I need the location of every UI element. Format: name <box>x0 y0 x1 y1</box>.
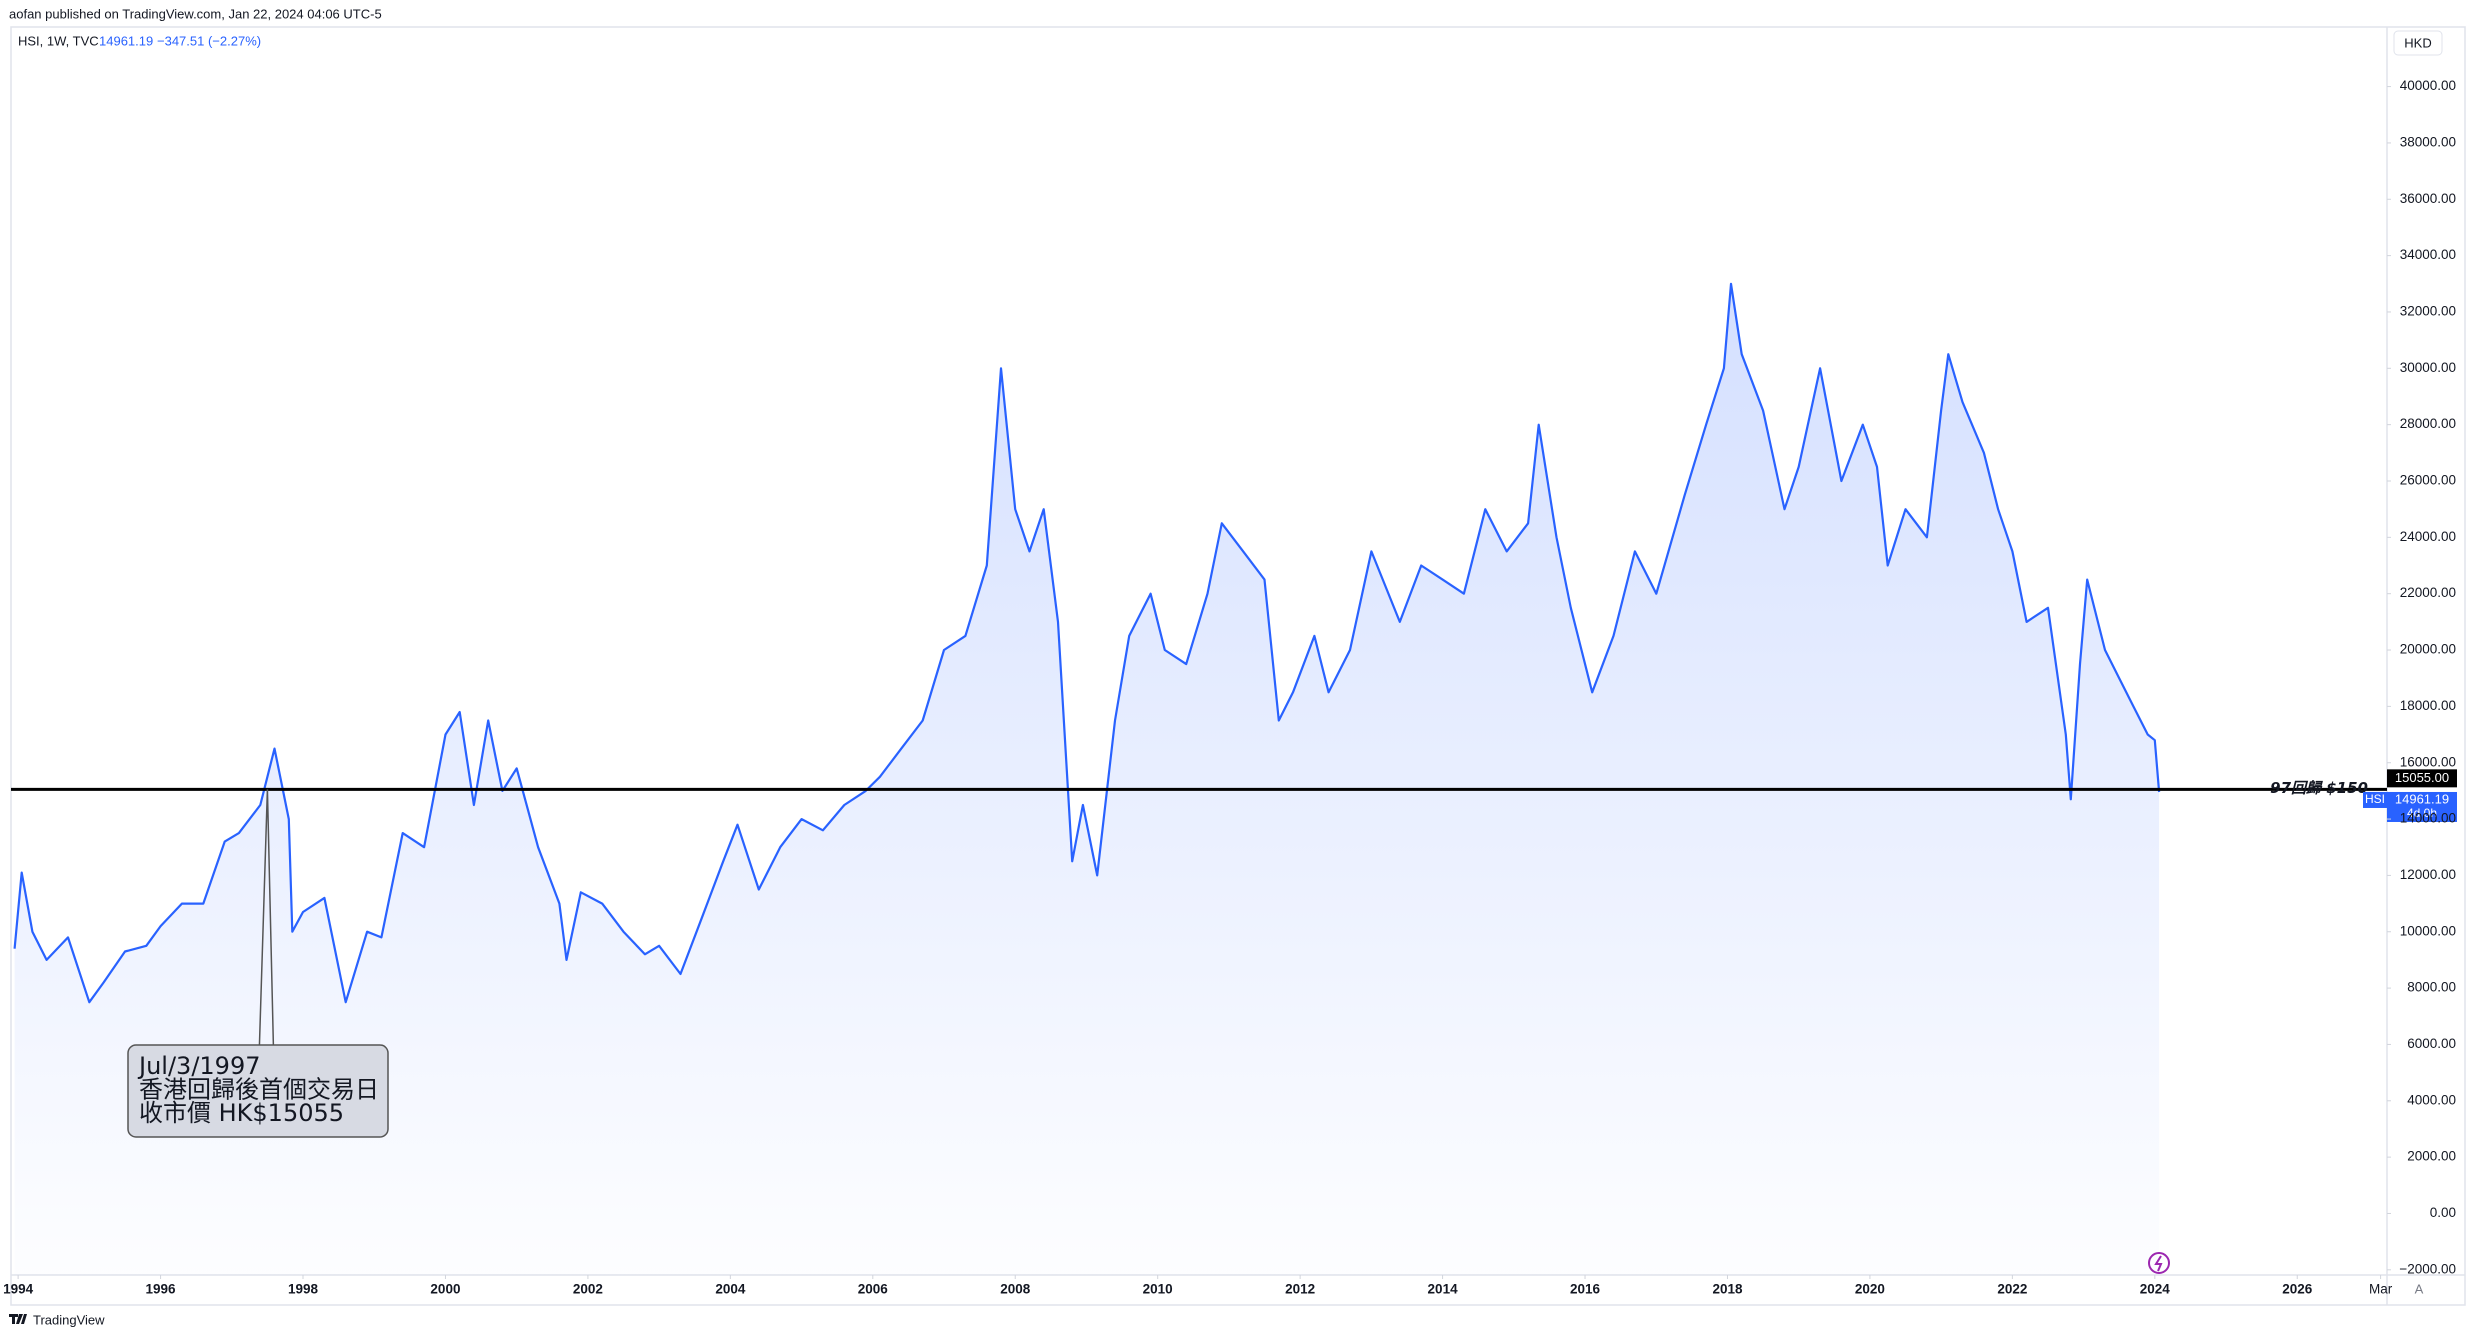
y-tick-label: 8000.00 <box>2407 980 2456 995</box>
currency-box[interactable] <box>2393 30 2443 56</box>
publisher-note: aofan published on TradingView.com, Jan … <box>9 6 382 21</box>
callout-text: Jul/3/1997 <box>137 1052 260 1080</box>
brand: TradingView <box>33 1312 105 1327</box>
header-price: 14961.19 <box>99 33 153 48</box>
x-tick-label: 2004 <box>715 1282 746 1297</box>
x-tick-label: Mar <box>2369 1282 2393 1297</box>
level-label: 15055.00 <box>2395 770 2449 785</box>
x-tick-label: 1994 <box>3 1282 34 1297</box>
y-tick-label: 36000.00 <box>2400 191 2456 206</box>
series-name: HSI <box>2365 792 2385 806</box>
x-tick-label: 2002 <box>573 1282 603 1297</box>
y-tick-label: 34000.00 <box>2400 247 2456 262</box>
x-tick-label: 2010 <box>1143 1282 1173 1297</box>
callout-text: 香港回歸後首個交易日 <box>139 1076 379 1104</box>
header-change: −347.51 (−2.27%) <box>157 33 261 48</box>
y-tick-label: 6000.00 <box>2407 1036 2456 1051</box>
y-tick-label: 32000.00 <box>2400 304 2456 319</box>
x-tick-label: 2022 <box>1997 1282 2027 1297</box>
x-tick-label: 2012 <box>1285 1282 1315 1297</box>
y-tick-label: 4000.00 <box>2407 1092 2456 1107</box>
x-tick-label: 2014 <box>1428 1282 1459 1297</box>
y-tick-label: 26000.00 <box>2400 473 2456 488</box>
price-badge-value: 14961.19 <box>2395 791 2449 806</box>
chart-frame <box>10 26 2466 1306</box>
y-tick-label: 0.00 <box>2430 1205 2456 1220</box>
x-tick-label: 1998 <box>288 1282 319 1297</box>
level-badge <box>2387 769 2457 788</box>
plot-area <box>13 282 2161 1275</box>
x-tick-label: 1996 <box>146 1282 177 1297</box>
y-tick-label: 18000.00 <box>2400 698 2456 713</box>
x-tick-label: 2024 <box>2140 1282 2171 1297</box>
y-tick-label: 14000.00 <box>2400 811 2456 826</box>
price-badge-countdown: 4d 0h <box>2407 806 2437 820</box>
y-tick-label: 16000.00 <box>2400 754 2456 769</box>
symbol-info: HSI, 1W, TVC <box>18 33 99 48</box>
y-tick-label: −2000.00 <box>2399 1261 2456 1276</box>
y-tick-label: 28000.00 <box>2400 416 2456 431</box>
y-tick-label: 2000.00 <box>2407 1149 2456 1164</box>
price-badge <box>2387 791 2457 822</box>
level-text: 97回歸 $150 <box>2270 779 2368 797</box>
price-line <box>13 282 2161 1004</box>
y-tick-label: 24000.00 <box>2400 529 2456 544</box>
series-name-badge <box>2363 791 2387 808</box>
x-tick-label: 2026 <box>2282 1282 2313 1297</box>
y-tick-label: 12000.00 <box>2400 867 2456 882</box>
x-tick-label: 2006 <box>858 1282 889 1297</box>
y-tick-label: 10000.00 <box>2400 923 2456 938</box>
event-icon-bolt <box>2154 1255 2163 1272</box>
x-tick-label: 2000 <box>430 1282 460 1297</box>
callout-pointer <box>258 789 275 1047</box>
callout-text: 收市價 HK$15055 <box>139 1099 344 1127</box>
y-tick-label: 40000.00 <box>2400 78 2456 93</box>
x-tick-label: 2016 <box>1570 1282 1601 1297</box>
scale-mode[interactable]: A <box>2415 1281 2424 1296</box>
currency: HKD <box>2404 35 2431 50</box>
x-tick-label: 2020 <box>1855 1282 1885 1297</box>
x-tick-label: 2008 <box>1000 1282 1031 1297</box>
callout-box <box>127 1044 389 1138</box>
event-icon[interactable] <box>2148 1252 2170 1274</box>
x-tick-label: 2018 <box>1712 1282 1743 1297</box>
y-tick-label: 22000.00 <box>2400 585 2456 600</box>
area-fill <box>14 283 2160 1275</box>
y-tick-label: 20000.00 <box>2400 642 2456 657</box>
y-tick-label: 30000.00 <box>2400 360 2456 375</box>
y-tick-label: 38000.00 <box>2400 134 2456 149</box>
brand-logo <box>9 1314 27 1324</box>
